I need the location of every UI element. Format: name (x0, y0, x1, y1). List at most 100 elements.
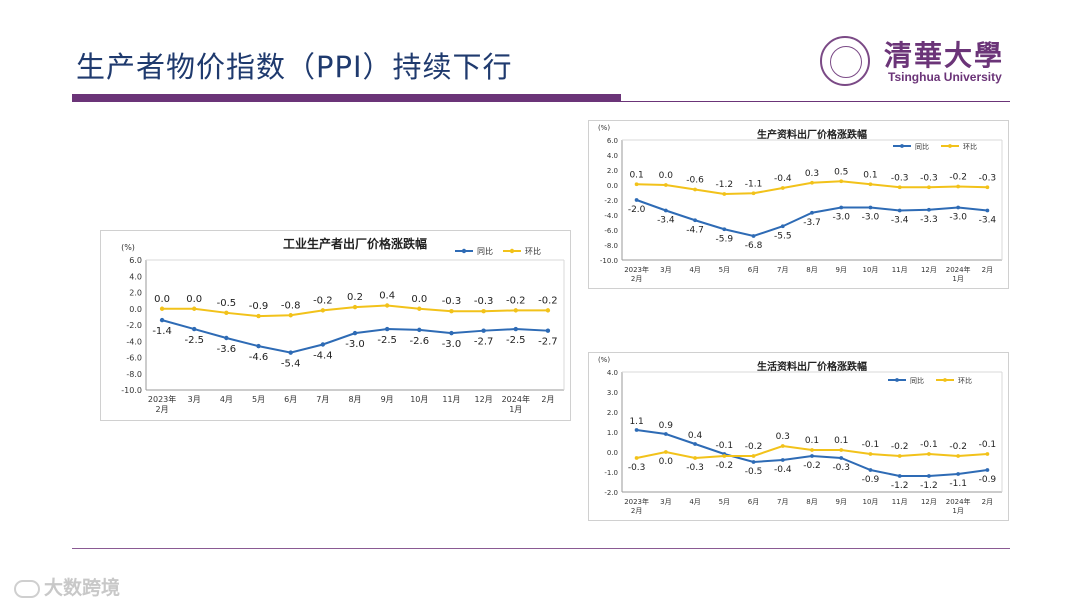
data-point-mom (780, 444, 785, 448)
data-label-mom: -0.2 (949, 442, 967, 452)
x-tick-label: 5月 (719, 498, 730, 506)
data-label-mom: -0.2 (891, 442, 909, 452)
data-point-mom (751, 454, 756, 458)
data-point-mom (352, 304, 358, 310)
y-axis-unit: (%) (121, 243, 135, 252)
x-tick-label: 12月 (921, 266, 937, 274)
data-point-yoy (384, 326, 390, 332)
data-label-yoy: -3.0 (949, 213, 967, 223)
data-label-yoy: -3.4 (657, 216, 675, 226)
y-tick-label: 0.0 (129, 305, 142, 314)
x-tick-label: 3月 (660, 498, 671, 506)
data-point-yoy (481, 328, 486, 333)
data-label-yoy: -3.7 (803, 218, 821, 228)
data-point-mom (481, 308, 486, 314)
x-tick-label: 9月 (835, 498, 846, 506)
data-point-mom (159, 306, 165, 311)
x-tick-label: 10月 (410, 395, 428, 404)
y-tick-label: -4.0 (126, 337, 142, 346)
data-label-yoy: -2.0 (628, 205, 646, 215)
data-label-mom: 0.2 (347, 292, 363, 303)
x-tick-label: 8月 (806, 498, 817, 506)
chart-consumer-goods: 生活资料出厂价格涨跌幅 (%) 4.0 3.0 2.0 1.0 0.0 -1.0 -2.0 202… (588, 352, 1009, 521)
x-tick-label: 6月 (748, 498, 759, 506)
y-tick-label: -2.0 (604, 489, 618, 497)
data-label-yoy: -0.3 (832, 463, 850, 473)
data-point-yoy (417, 327, 422, 333)
watermark: 大数跨境 (14, 573, 120, 600)
data-label-yoy: -0.9 (979, 475, 997, 485)
chart-title: 生活资料出厂价格涨跌幅 (757, 360, 867, 373)
data-point-yoy (956, 205, 961, 210)
x-tick-label: 6月 (284, 395, 297, 404)
data-point-yoy (897, 474, 902, 478)
legend-marker (900, 144, 904, 148)
y-tick-label: -10.0 (121, 386, 142, 395)
data-point-yoy (927, 474, 931, 478)
data-point-yoy (513, 326, 518, 332)
y-tick-label: -1.0 (604, 469, 618, 477)
data-point-mom (663, 450, 668, 454)
x-tick-label: 12月 (475, 395, 493, 404)
data-point-mom (634, 182, 639, 187)
data-label-mom: -0.3 (920, 173, 938, 183)
data-point-yoy (868, 205, 873, 210)
data-label-mom: 0.0 (659, 457, 674, 467)
y-tick-label: -2.0 (604, 197, 618, 205)
x-tick-label: 2024年 1月 (502, 394, 530, 414)
x-tick-label: 10月 (863, 266, 879, 274)
data-point-mom (722, 454, 727, 458)
data-label-yoy: -4.7 (686, 225, 704, 235)
data-label-mom: -0.3 (628, 463, 646, 473)
legend-label: 同比 (915, 142, 929, 151)
data-label-mom: 0.1 (863, 170, 877, 180)
data-point-mom (384, 303, 390, 308)
data-point-mom (192, 306, 197, 311)
data-label-yoy: -3.0 (832, 213, 850, 223)
data-label-mom: 0.4 (379, 291, 395, 302)
data-point-yoy (634, 428, 639, 432)
data-point-mom (693, 187, 697, 192)
data-point-yoy (722, 227, 727, 232)
data-label-mom: -0.2 (313, 295, 333, 306)
x-tick-label: 3月 (660, 266, 671, 274)
legend-marker (943, 378, 947, 382)
y-tick-label: 2.0 (607, 167, 618, 175)
data-label-yoy: -3.4 (891, 216, 909, 226)
y-tick-label: 0.0 (607, 182, 618, 190)
x-tick-label: 7月 (777, 498, 788, 506)
data-point-yoy (780, 458, 785, 462)
data-point-yoy (985, 468, 990, 472)
data-label-mom: -0.2 (716, 461, 734, 471)
x-tick-label: 9月 (835, 266, 846, 274)
y-tick-label: 2.0 (129, 289, 142, 298)
data-point-mom (927, 452, 931, 456)
data-label-yoy: -1.4 (152, 326, 172, 337)
x-tick-label: 2023年 2月 (624, 497, 649, 515)
x-tick-label: 2023年 2月 (624, 265, 649, 283)
data-label-yoy: -1.1 (949, 479, 967, 489)
data-point-mom (956, 184, 961, 189)
data-label-mom: -1.1 (745, 179, 763, 189)
data-point-yoy (663, 208, 668, 213)
data-label-mom: -0.3 (979, 173, 997, 183)
data-label-yoy: -3.4 (979, 216, 997, 226)
data-point-yoy (927, 207, 931, 212)
x-tick-label: 8月 (348, 395, 361, 404)
chart-production-materials: 生产资料出厂价格涨跌幅 (%) 6.0 4.0 2.0 0.0 -2.0 -4.0 -6.0 -8… (588, 120, 1009, 289)
university-seal-icon (820, 36, 870, 86)
y-tick-label: -4.0 (604, 212, 618, 220)
data-point-yoy (545, 328, 551, 333)
x-tick-label: 5月 (252, 395, 265, 404)
data-point-yoy (224, 335, 229, 341)
data-point-mom (751, 191, 756, 196)
x-tick-label: 6月 (748, 266, 759, 274)
data-point-yoy (663, 432, 668, 436)
data-label-yoy: -5.4 (281, 359, 301, 370)
data-label-yoy: 0.4 (688, 431, 703, 441)
y-tick-label: 3.0 (607, 389, 618, 397)
x-tick-label: 2023年 2月 (148, 394, 176, 414)
data-point-yoy (868, 468, 873, 472)
chart-frame (588, 352, 1009, 521)
data-point-yoy (352, 330, 358, 336)
